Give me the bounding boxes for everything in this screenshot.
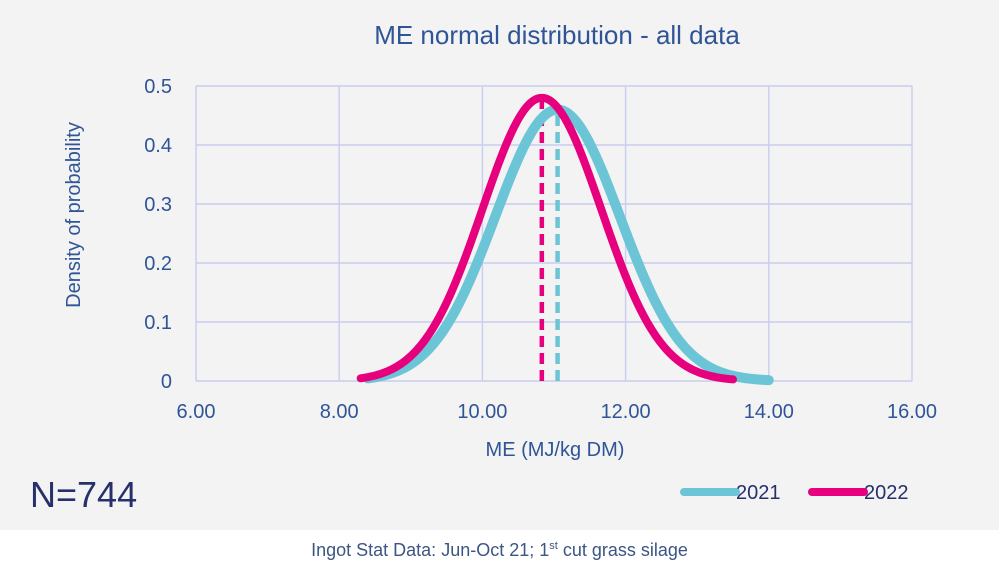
y-axis-label: Density of probability (63, 122, 85, 308)
mean-lines (539, 97, 560, 381)
chart-panel (0, 0, 999, 530)
legend-label-2022: 2022 (864, 482, 909, 504)
y-tick-label: 0.2 (144, 253, 172, 275)
x-tick-label: 14.00 (744, 401, 794, 423)
y-tick-label: 0.4 (144, 135, 172, 157)
source-note-text: Ingot Stat Data: Jun-Oct 21; 1 (311, 540, 550, 560)
curve-2021 (362, 104, 774, 386)
sample-size-label: N=744 (30, 474, 138, 515)
y-tick-label: 0.1 (144, 312, 172, 334)
chart: 6.00 8.00 10.00 12.00 14.00 16.00 0 0.1 0.2 0.3 0.… (63, 20, 937, 504)
x-axis-label: ME (MJ/kg DM) (486, 439, 625, 461)
x-tick-label: 16.00 (887, 401, 937, 423)
curves (356, 93, 774, 386)
x-tick-label: 10.00 (457, 401, 507, 423)
y-tick-label: 0.3 (144, 194, 172, 216)
source-note-text-end: cut grass silage (557, 540, 688, 560)
legend: 2021 2022 (680, 482, 909, 504)
y-tick-label: 0.5 (144, 76, 172, 98)
curve-2022 (356, 93, 737, 384)
y-tick-label: 0 (161, 371, 172, 393)
source-note-superscript: st (549, 540, 558, 552)
x-tick-label: 6.00 (177, 401, 216, 423)
source-note: Ingot Stat Data: Jun-Oct 21; 1st cut gra… (0, 540, 999, 561)
grid (195, 85, 913, 382)
legend-label-2021: 2021 (736, 482, 781, 504)
tick-labels: 6.00 8.00 10.00 12.00 14.00 16.00 0 0.1 0.2 0.3 0.… (144, 76, 937, 423)
chart-title: ME normal distribution - all data (374, 20, 740, 50)
x-tick-label: 12.00 (601, 401, 651, 423)
x-tick-label: 8.00 (320, 401, 359, 423)
